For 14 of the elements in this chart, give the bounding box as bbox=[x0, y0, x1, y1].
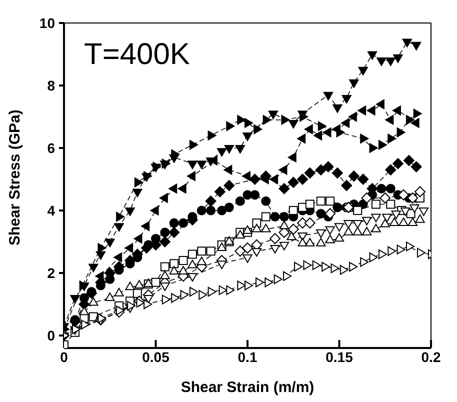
y-tick-label: 2 bbox=[47, 264, 56, 281]
annotation: T=400K bbox=[84, 38, 190, 72]
y-tick-label: 0 bbox=[47, 327, 56, 344]
x-tick-label: 0.05 bbox=[142, 348, 170, 365]
x-tick-label: 0.2 bbox=[421, 348, 441, 365]
y-axis-title: Shear Stress (GPa) bbox=[6, 110, 24, 246]
x-tick-label: 0.15 bbox=[326, 348, 354, 365]
y-tick-label: 4 bbox=[47, 202, 56, 218]
x-axis-title: Shear Strain (m/m) bbox=[180, 379, 314, 396]
y-tick-label: 6 bbox=[47, 140, 56, 156]
x-tick-label: 0 bbox=[60, 348, 68, 365]
y-tick-label: 8 bbox=[47, 77, 56, 94]
x-tick-label: 0.1 bbox=[238, 348, 258, 365]
y-tick-label: 10 bbox=[39, 14, 56, 31]
